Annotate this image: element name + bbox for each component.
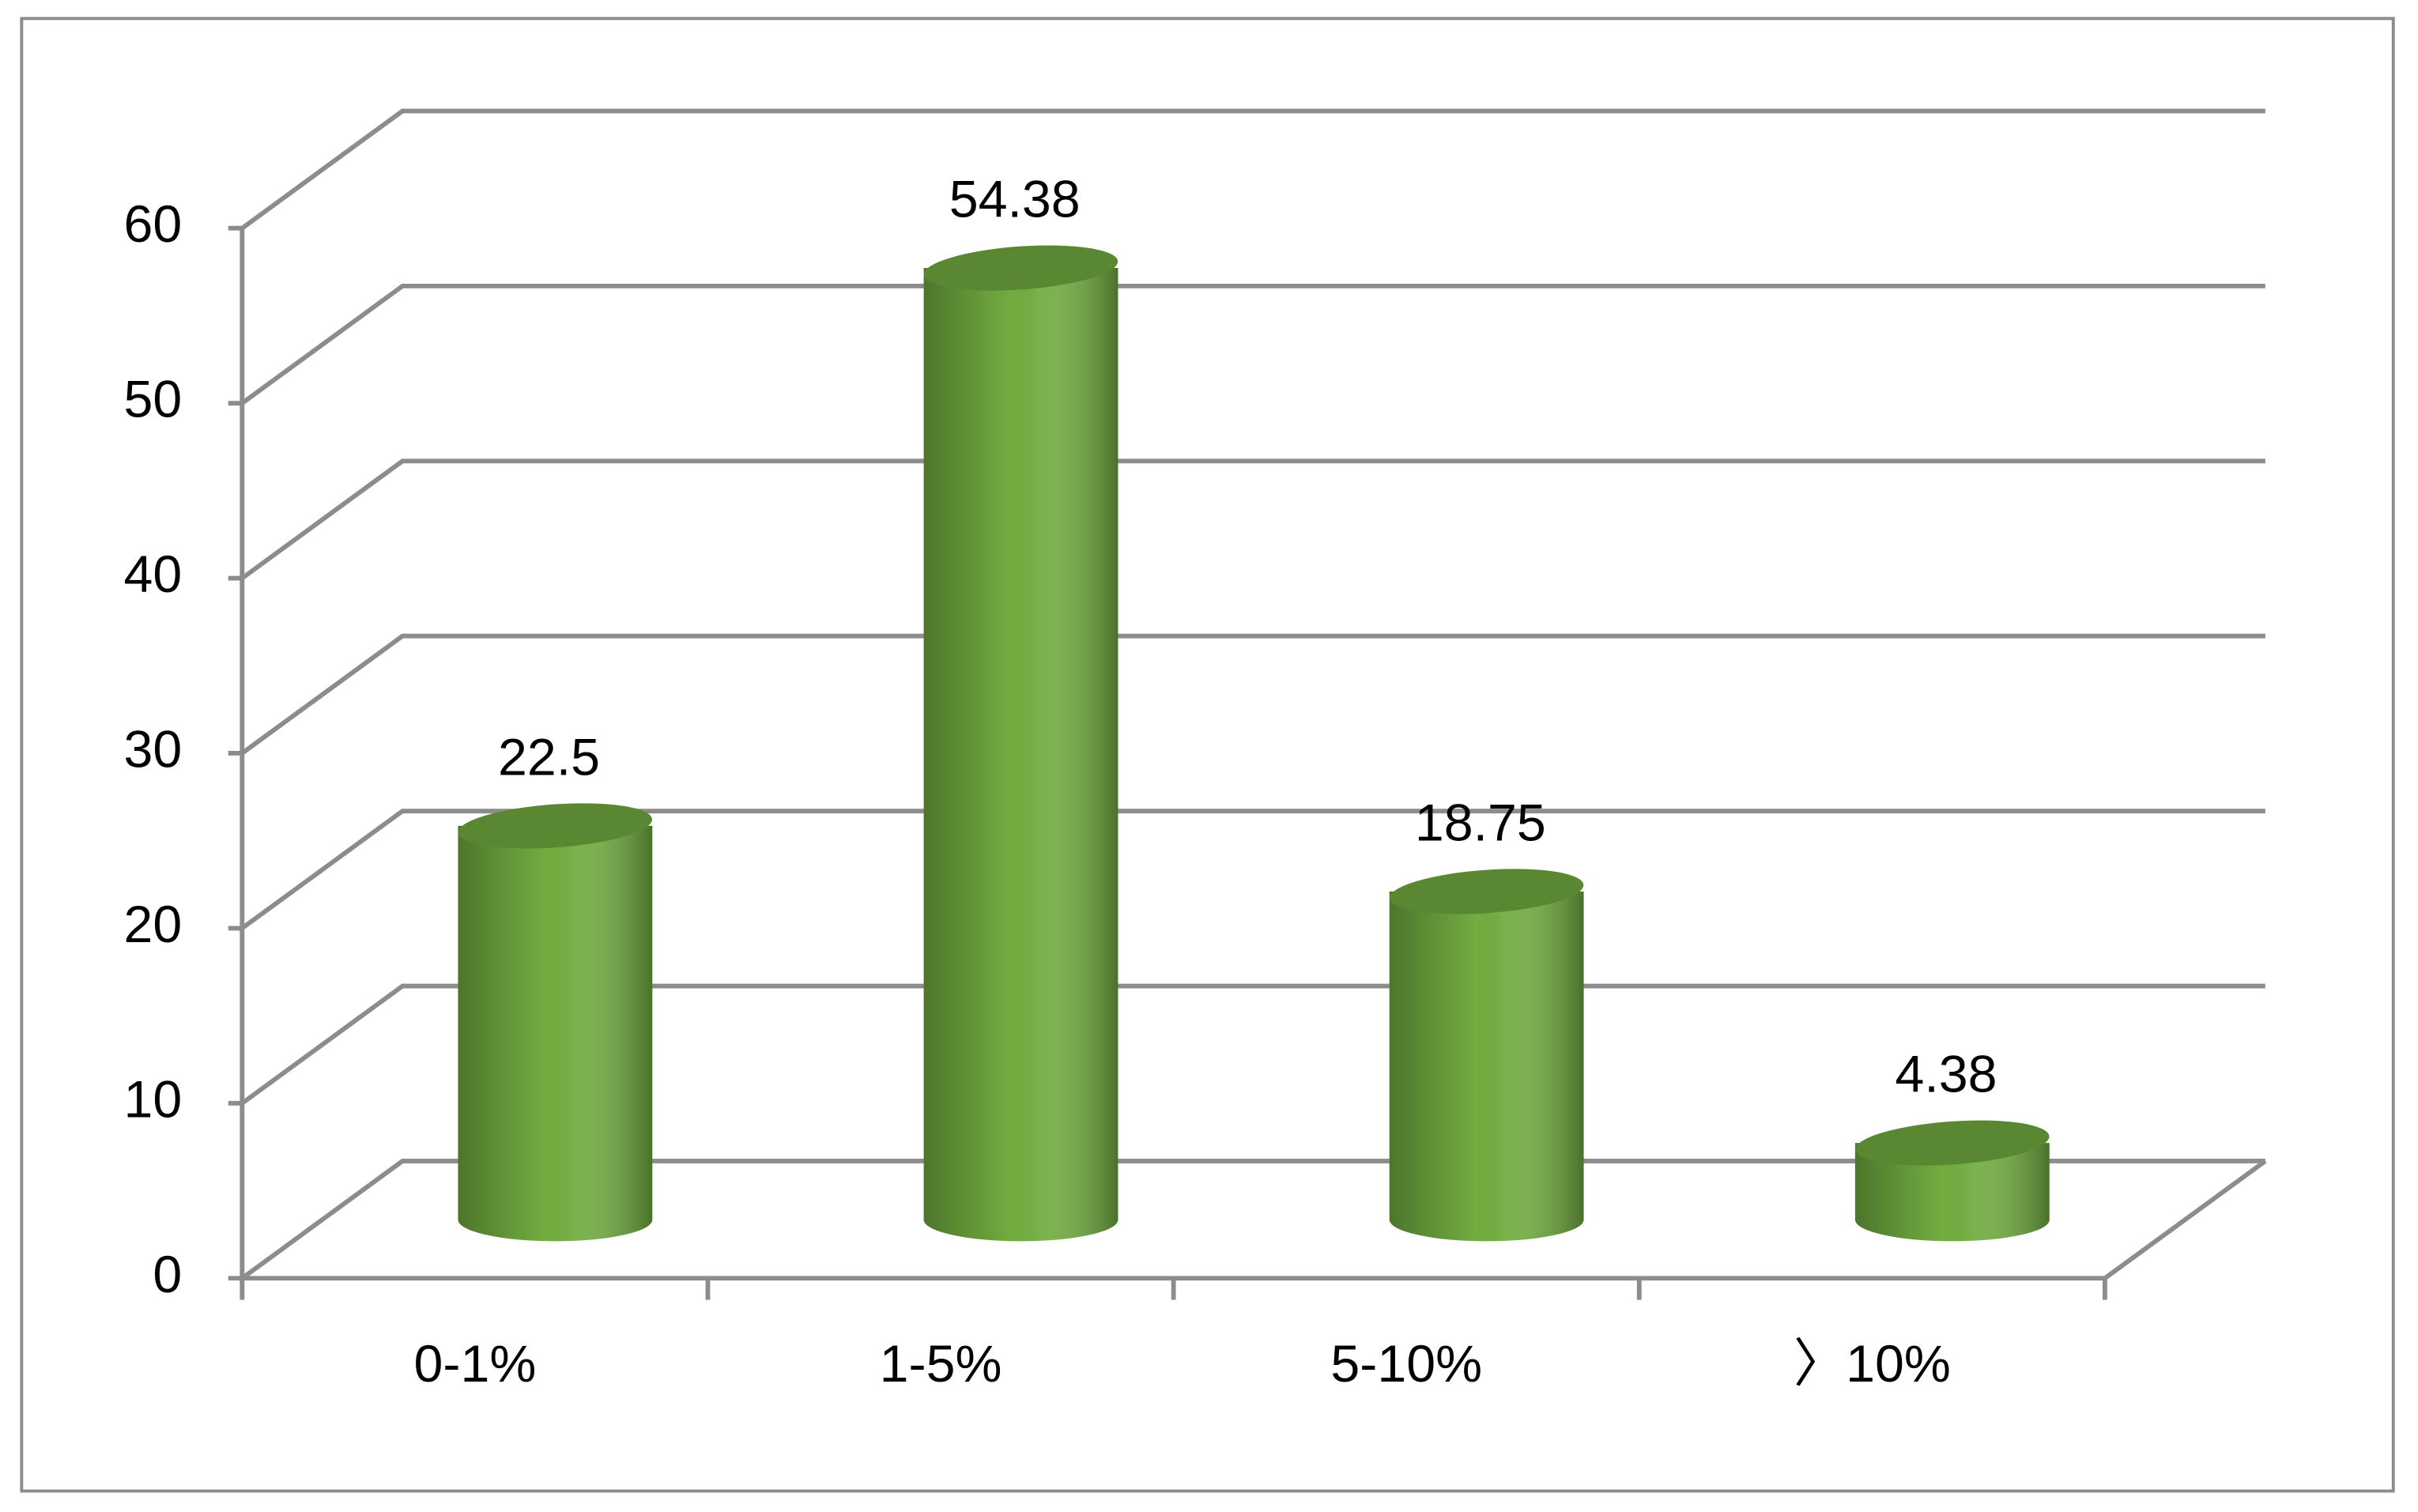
bar-shading: [458, 825, 653, 1242]
x-tick-label: 5-10%: [1330, 1335, 1482, 1393]
grid-line: [240, 458, 2265, 580]
value-label: 4.38: [1895, 1046, 1997, 1104]
y-tick-label: 30: [123, 721, 182, 779]
bar-shading: [1854, 1143, 2050, 1242]
bar-top: [1390, 869, 1584, 914]
grid-line: [240, 108, 2265, 231]
y-tick-label: 60: [123, 195, 182, 254]
grid-line: [240, 809, 2265, 930]
y-tick-label: 40: [123, 545, 182, 604]
grid-line: [240, 633, 2265, 756]
grid-line: [240, 283, 2265, 405]
value-label: 54.38: [949, 171, 1081, 229]
x-tick-label: 〉10%: [1794, 1335, 1951, 1393]
bar-top: [923, 245, 1118, 291]
value-label: 22.5: [498, 729, 600, 787]
bar-top-shade: [458, 803, 652, 849]
bar-top: [1855, 1120, 2050, 1166]
x-tick-label: 0-1%: [413, 1335, 536, 1393]
bar-shading: [1389, 891, 1584, 1242]
bar-top-shade: [923, 245, 1118, 291]
bar-top-shade: [1855, 1120, 2050, 1166]
chart-border: [20, 17, 2395, 1493]
bar-shading: [923, 268, 1118, 1242]
bar-top-shade: [1390, 869, 1584, 914]
y-tick-label: 20: [123, 896, 182, 954]
grid-line: [240, 1159, 2265, 1280]
x-tick-label: 1-5%: [880, 1335, 1002, 1393]
grid-line: [240, 983, 2265, 1106]
bar-top: [458, 803, 652, 849]
y-tick-label: 50: [123, 371, 182, 429]
value-label: 18.75: [1415, 794, 1546, 853]
y-tick-label: 0: [153, 1246, 182, 1304]
y-tick-label: 10: [123, 1070, 182, 1129]
